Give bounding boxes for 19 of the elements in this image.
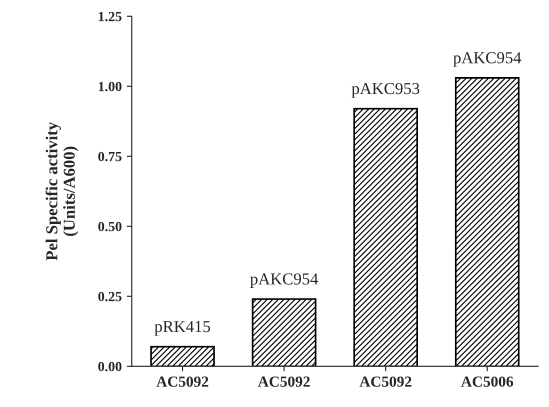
y-tick-label: 0.00 <box>98 362 122 372</box>
x-tick-label: AC5006 <box>461 376 514 387</box>
annotation: pRK415 <box>154 321 210 336</box>
y-tick-label: 0.50 <box>98 222 122 232</box>
bar <box>252 298 316 366</box>
bar <box>150 346 215 366</box>
bar <box>353 108 418 366</box>
bar <box>454 77 520 366</box>
annotation: pAKC953 <box>352 82 420 98</box>
x-tick-label: AC5092 <box>156 376 208 387</box>
y-tick-label: 1.00 <box>98 82 122 92</box>
x-tick-label: AC5092 <box>258 376 310 387</box>
x-tick-label: AC5092 <box>360 376 412 387</box>
y-tick-label: 0.25 <box>98 292 122 302</box>
annotation: pAKC954 <box>250 273 318 288</box>
y-axis-title: Pel Specific activity (Units/A600) <box>46 122 78 260</box>
y-tick-label: 1.25 <box>98 12 122 22</box>
annotation: pAKC954 <box>453 52 522 67</box>
y-tick-label: 0.75 <box>98 152 122 162</box>
